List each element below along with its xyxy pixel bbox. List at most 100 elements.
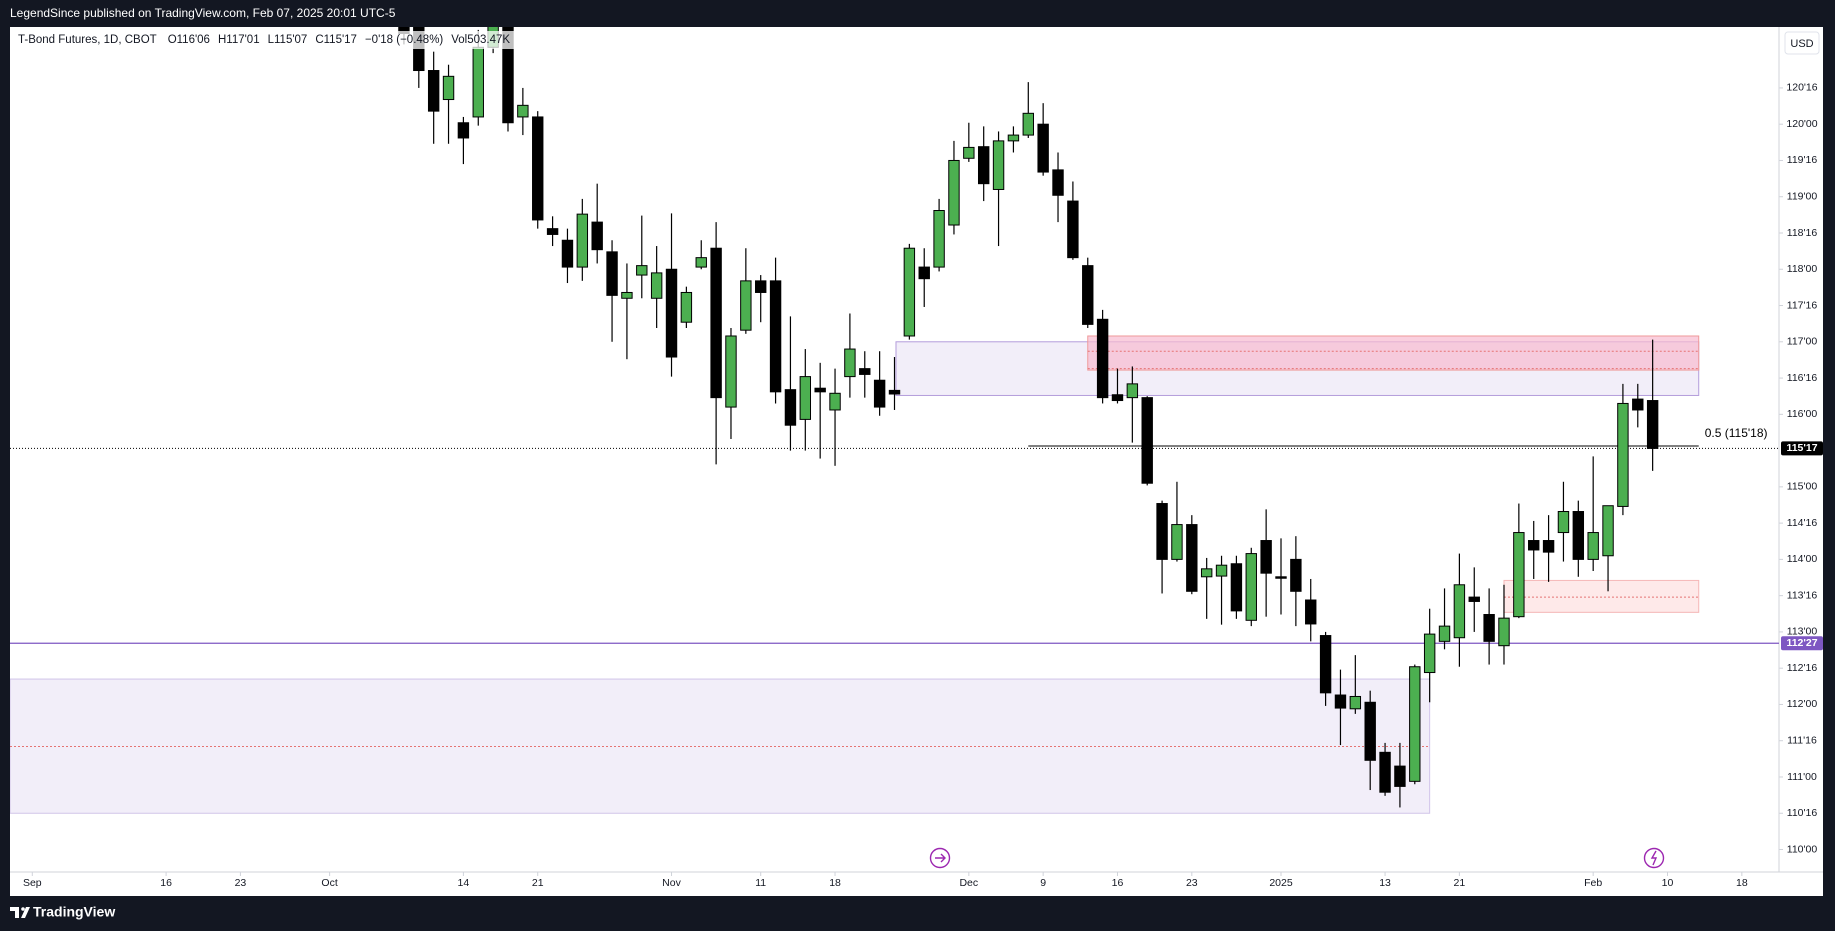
price-label: 115'17 (1786, 442, 1817, 454)
candle-body (1230, 563, 1243, 612)
candle-body (1111, 394, 1124, 402)
candle-body (561, 239, 574, 268)
candle-body (1364, 701, 1376, 761)
x-tick-label: 18 (829, 877, 841, 889)
candle-body (1037, 123, 1049, 173)
candle-body (740, 280, 752, 331)
candle-body (1171, 524, 1183, 560)
plot: 0.5 (115'18) (10, 27, 1779, 814)
candle-body (799, 376, 812, 420)
candle-body (1513, 532, 1525, 618)
candle-body (546, 228, 559, 235)
y-tick-label: 117'16 (1787, 299, 1818, 311)
candle-body (1423, 633, 1436, 674)
currency-box[interactable] (1784, 31, 1820, 55)
y-tick-label: 111'16 (1787, 734, 1817, 746)
y-tick-label: 120'00 (1786, 118, 1817, 130)
legend-title: T-Bond Futures, 1D, CBOT (18, 34, 157, 46)
y-tick-label: 114'16 (1787, 517, 1818, 529)
x-tick-label: Sep (23, 877, 42, 889)
candle-body (873, 379, 886, 408)
legend-value: O116'06 (168, 34, 210, 46)
zone (1087, 335, 1700, 371)
candle-body (1557, 511, 1570, 534)
x-tick-label: 16 (160, 877, 172, 889)
candle-body (606, 251, 618, 296)
candle-body (859, 368, 871, 375)
price-label-box (1781, 636, 1823, 651)
y-tick-label: 114'00 (1787, 553, 1818, 565)
y-tick-label: 118'16 (1787, 227, 1818, 239)
candle-body (948, 159, 960, 226)
x-tick-label: 11 (755, 877, 766, 889)
legend-value: L115'07 (268, 34, 308, 46)
candle-body (1394, 765, 1406, 787)
candle-body (1334, 694, 1347, 709)
zone (1503, 579, 1700, 613)
candle-body (1052, 169, 1064, 196)
candle-body (665, 268, 678, 358)
candle-body (769, 280, 782, 393)
candle-body (695, 257, 707, 268)
candle-body (427, 70, 440, 112)
x-tick-label: Oct (321, 877, 337, 889)
y-tick-label: 119'00 (1787, 191, 1818, 203)
price-label: 112'27 (1786, 637, 1817, 649)
candle-body (710, 247, 722, 399)
legend-value: C115'17 (315, 34, 357, 46)
candle-body (650, 272, 663, 299)
y-tick-label: 119'16 (1787, 154, 1818, 166)
event-icon[interactable] (929, 847, 951, 869)
x-tick-label: Dec (959, 877, 978, 889)
candle-body (636, 265, 648, 276)
candle-body (1022, 112, 1034, 136)
candle-body (1067, 200, 1079, 259)
candle-body (1319, 635, 1332, 694)
event-icon[interactable] (1643, 847, 1665, 869)
candle-body (1617, 402, 1629, 507)
candle-body (977, 146, 990, 185)
candle-body (1483, 614, 1495, 642)
candle-body (1126, 383, 1139, 399)
y-tick-label: 117'00 (1787, 336, 1818, 348)
candle-body (1275, 576, 1287, 579)
candle-body (1305, 599, 1317, 625)
candle-body (933, 210, 945, 268)
candle-body (1007, 134, 1020, 142)
legend-value: Vol503.47K (451, 34, 510, 46)
candle-body (502, 27, 514, 124)
candle-body (1438, 625, 1451, 642)
candle-body (1186, 524, 1198, 592)
y-tick-label: 110'16 (1787, 807, 1818, 819)
candle-body (1141, 397, 1153, 484)
y-tick-label: 116'16 (1787, 372, 1818, 384)
candle-body (903, 247, 916, 337)
candle-body (1156, 503, 1168, 560)
y-tick-label: 113'16 (1787, 589, 1818, 601)
y-tick-label: 115'00 (1787, 481, 1818, 493)
candle-body (1290, 558, 1302, 592)
candle-body (532, 116, 544, 221)
y-tick-label: 112'00 (1787, 698, 1818, 710)
y-tick-label: 110'00 (1787, 843, 1818, 855)
x-tick-label: 18 (1736, 877, 1748, 889)
candle-body (1082, 265, 1094, 325)
candle-body (725, 335, 737, 408)
x-tick-label: Feb (1584, 877, 1602, 889)
candle-body (814, 387, 826, 393)
candle-body (1572, 511, 1585, 560)
axes: 120'16 120'00 119'16 119'00 118'16 118'00 117'… (23, 82, 1823, 889)
candle-body (442, 75, 455, 101)
candle-body (1349, 695, 1362, 710)
candle-body (1602, 505, 1614, 557)
x-tick-label: 23 (1186, 877, 1198, 889)
candle-body (1453, 584, 1466, 639)
y-tick-label: 116'00 (1787, 408, 1818, 420)
candle-body (888, 389, 901, 395)
candle-body (1528, 540, 1540, 551)
candle-body (1646, 400, 1659, 449)
legend-backdrop (14, 31, 514, 49)
price-label-box (1781, 441, 1823, 456)
brand: TradingView (33, 904, 115, 920)
